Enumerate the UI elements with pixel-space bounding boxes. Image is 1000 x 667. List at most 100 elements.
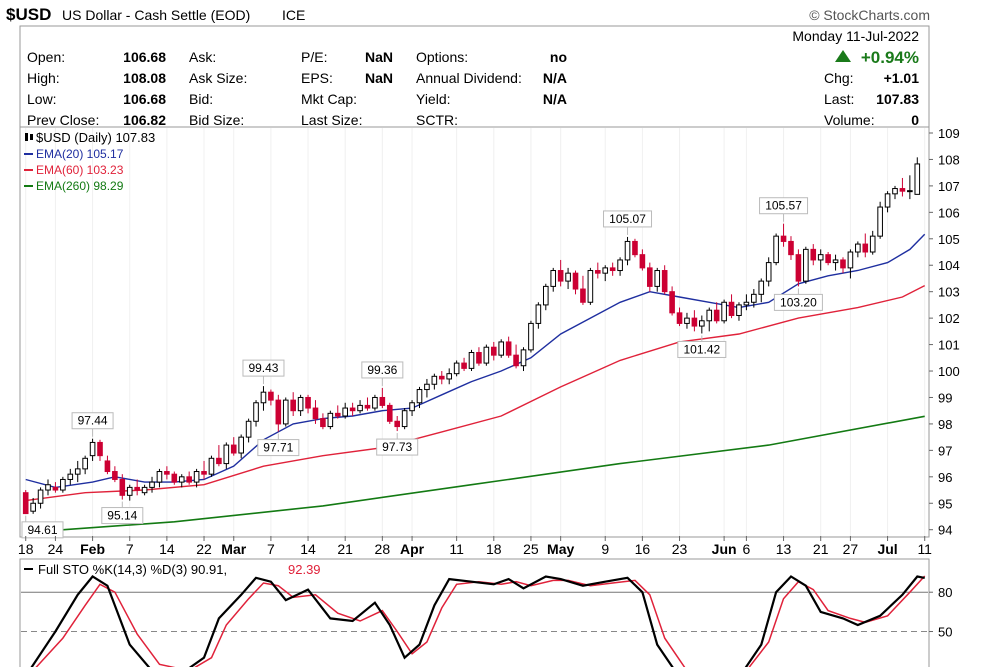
stochastic-k-line: [30, 575, 925, 667]
exchange-label: ICE: [282, 7, 305, 23]
candle-body: [446, 373, 453, 380]
date-axis: 18 24 Feb 7 14 22 Mar 7 14 21 28 Apr 11 18 25 May 9 16 23 J…: [18, 536, 932, 557]
legend-candle-icon: [30, 134, 33, 140]
quote-value: 106.82: [123, 112, 166, 128]
candle-body: [193, 471, 200, 483]
price-y-tick-label: 98: [938, 417, 952, 432]
candle-body: [825, 254, 831, 264]
candle-body: [22, 492, 29, 515]
candle-body: [699, 320, 705, 327]
candle-body: [609, 267, 616, 272]
annotation-box: [361, 361, 404, 379]
date-tick-label: 21: [813, 541, 829, 557]
quote-label: Prev Close:: [27, 112, 99, 128]
candle-body: [884, 193, 891, 208]
candle-body: [104, 460, 111, 473]
quote-value: 106.68: [123, 91, 166, 107]
annotation-box: [101, 507, 144, 525]
stochastic-legend-entry: 92.39: [288, 562, 321, 577]
date-tick-label: Jul: [877, 541, 897, 557]
annotation-label: 97.44: [78, 414, 108, 428]
annotation-box: [759, 197, 809, 215]
legend-entry: EMA(20) 105.17: [36, 147, 124, 161]
candle-body: [490, 346, 497, 356]
candle-body: [758, 280, 765, 295]
quote-label: EPS:: [301, 70, 333, 86]
candle-body: [587, 270, 594, 303]
ema260-line: [25, 415, 925, 534]
stochastic-y-axis: 20 50 80: [929, 585, 952, 667]
candle-body: [535, 304, 542, 324]
candle-body: [164, 471, 170, 475]
ema60-line: [25, 284, 926, 502]
candle-body: [676, 312, 683, 324]
candle-body: [513, 354, 519, 367]
legend-entry: $USD (Daily) 107.83: [36, 130, 155, 145]
candle-body: [565, 272, 571, 282]
date-tick-label: 18: [18, 541, 34, 557]
candle-body: [334, 412, 341, 417]
candle-body: [297, 396, 304, 412]
candle-body: [736, 304, 742, 316]
candle-body: [134, 486, 140, 491]
date-tick-label: 9: [601, 541, 609, 557]
candle-body: [907, 190, 913, 193]
date-tick-label: 22: [196, 541, 212, 557]
date-tick-label: Apr: [400, 541, 425, 557]
candle-body: [528, 322, 534, 351]
symbol-description: US Dollar - Cash Settle (EOD): [62, 7, 250, 23]
candle-body: [119, 478, 126, 496]
price-y-tick-label: 99: [938, 390, 952, 405]
candle-body: [238, 436, 244, 454]
candle-body: [595, 270, 601, 274]
candle-body: [505, 341, 512, 356]
quote-value: 107.83: [876, 91, 919, 107]
date-tick-label: 6: [743, 541, 751, 557]
price-y-tick-label: 108: [938, 152, 960, 167]
candle-body: [869, 235, 876, 253]
quote-value: 108.08: [123, 70, 166, 86]
candle-body: [847, 251, 854, 269]
annotation-label: 103.20: [780, 295, 817, 309]
legend-candle-icon: [25, 133, 28, 141]
candle-body: [45, 484, 51, 491]
candle-body: [550, 270, 557, 287]
candle-body: [773, 235, 779, 264]
candle-body: [751, 293, 757, 303]
brand-logo[interactable]: © StockCharts.com: [809, 7, 930, 23]
candle-body: [67, 473, 74, 480]
candle-body: [684, 317, 690, 324]
candle-body: [780, 235, 787, 242]
candle-body: [424, 383, 430, 391]
date-tick-label: Feb: [80, 541, 105, 557]
candle-body: [639, 254, 646, 269]
quote-label: Ask Size:: [189, 70, 247, 86]
up-arrow-icon: [835, 50, 851, 62]
stochastic-legend: Full STO %K(14,3) %D(3) 90.91, 92.39: [24, 562, 321, 577]
candle-body: [372, 396, 378, 409]
legend-entry: EMA(260) 98.29: [36, 179, 124, 193]
annotation-box: [71, 412, 114, 430]
candle-body: [557, 270, 564, 282]
annotation-box: [242, 359, 285, 377]
candle-body: [386, 404, 393, 422]
quote-label: Options:: [416, 49, 468, 65]
quote-label: Mkt Cap:: [301, 91, 357, 107]
candle-body: [542, 285, 549, 306]
stochastic-legend-entry: Full STO %K(14,3) %D(3) 90.91,: [38, 562, 227, 577]
quote-label: Low:: [27, 91, 57, 107]
candle-body: [186, 476, 192, 483]
candle-body: [230, 444, 237, 454]
candle-body: [223, 444, 230, 465]
candle-body: [580, 288, 586, 303]
date-tick-label: 24: [48, 541, 64, 557]
quote-label: Last Size:: [301, 112, 362, 128]
quote-panel: [19, 25, 930, 128]
candle-body: [208, 457, 215, 475]
candle-body: [691, 317, 698, 327]
annotation-box: [376, 438, 419, 456]
candle-body: [788, 240, 794, 256]
annotation-label: 97.73: [382, 440, 412, 454]
annotation-label: 105.07: [609, 212, 646, 226]
price-y-tick-label: 102: [938, 311, 960, 326]
